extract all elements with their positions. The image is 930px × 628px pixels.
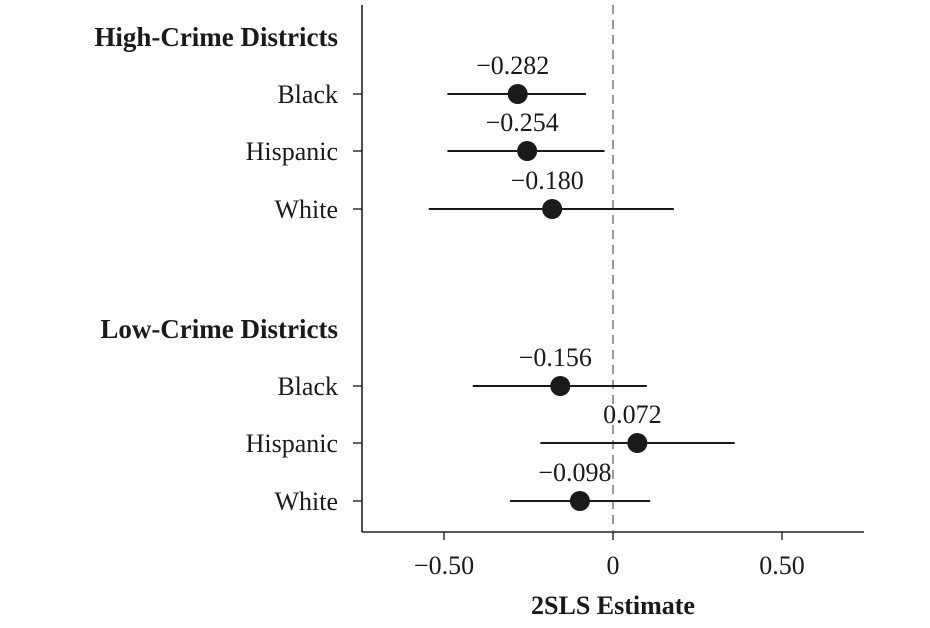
point-estimate [627,433,648,453]
point-estimate [542,199,563,219]
point-estimate [507,84,528,104]
data-label: −0.282 [476,51,549,80]
plot-area [353,5,864,540]
category-label: White [274,487,338,516]
category-label: Hispanic [246,137,338,166]
point-estimate [517,141,538,161]
category-label: Hispanic [246,429,338,458]
data-label: −0.098 [538,458,611,487]
data-label: −0.180 [511,166,584,195]
data-label: −0.254 [486,108,559,137]
point-estimate [569,491,590,511]
point-estimate [550,376,571,396]
label-area: −0.50 0 0.50 High-Crime Districts Black −0.28… [94,22,804,580]
category-label: White [274,195,338,224]
x-axis-title: 2SLS Estimate [531,591,695,620]
category-label: Black [277,80,338,109]
data-label: −0.156 [519,343,592,372]
x-tick-label: −0.50 [414,551,474,580]
category-label: Black [277,372,338,401]
group-label: High-Crime Districts [94,22,338,52]
data-label: 0.072 [603,400,662,429]
x-tick-label: 0.50 [759,551,805,580]
group-label: Low-Crime Districts [100,314,338,344]
x-tick-label: 0 [607,551,620,580]
